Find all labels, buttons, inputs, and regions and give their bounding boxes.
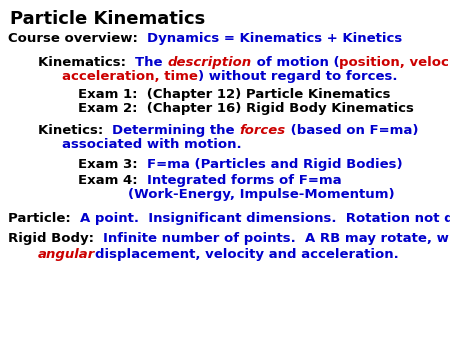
- Text: A point.  Insignificant dimensions.  Rotation not defined.: A point. Insignificant dimensions. Rotat…: [80, 212, 450, 225]
- Text: associated with motion.: associated with motion.: [62, 138, 242, 151]
- Text: Kinetics:: Kinetics:: [38, 124, 112, 137]
- Text: The: The: [135, 56, 167, 69]
- Text: Particle:: Particle:: [8, 212, 80, 225]
- Text: Particle Kinematics: Particle Kinematics: [10, 10, 205, 28]
- Text: ) without regard to forces.: ) without regard to forces.: [198, 70, 397, 83]
- Text: Exam 4:: Exam 4:: [78, 174, 147, 187]
- Text: Course overview:: Course overview:: [8, 32, 147, 45]
- Text: Infinite number of points.  A RB may rotate, with: Infinite number of points. A RB may rota…: [103, 232, 450, 245]
- Text: Exam 3:: Exam 3:: [78, 158, 147, 171]
- Text: Determining the: Determining the: [112, 124, 239, 137]
- Text: (Work-Energy, Impulse-Momentum): (Work-Energy, Impulse-Momentum): [128, 188, 395, 201]
- Text: Rigid Body:: Rigid Body:: [8, 232, 103, 245]
- Text: of motion (: of motion (: [252, 56, 339, 69]
- Text: (based on F=ma): (based on F=ma): [286, 124, 418, 137]
- Text: Exam 2:  (Chapter 16) Rigid Body Kinematics: Exam 2: (Chapter 16) Rigid Body Kinemati…: [78, 102, 414, 115]
- Text: angular: angular: [38, 248, 95, 261]
- Text: displacement, velocity and acceleration.: displacement, velocity and acceleration.: [95, 248, 399, 261]
- Text: acceleration, time: acceleration, time: [62, 70, 198, 83]
- Text: F=ma (Particles and Rigid Bodies): F=ma (Particles and Rigid Bodies): [147, 158, 402, 171]
- Text: Dynamics = Kinematics + Kinetics: Dynamics = Kinematics + Kinetics: [147, 32, 402, 45]
- Text: Exam 1:  (Chapter 12) Particle Kinematics: Exam 1: (Chapter 12) Particle Kinematics: [78, 88, 391, 101]
- Text: forces: forces: [239, 124, 286, 137]
- Text: Integrated forms of F=ma: Integrated forms of F=ma: [147, 174, 342, 187]
- Text: Kinematics:: Kinematics:: [38, 56, 135, 69]
- Text: description: description: [167, 56, 252, 69]
- Text: position, velocity,: position, velocity,: [339, 56, 450, 69]
